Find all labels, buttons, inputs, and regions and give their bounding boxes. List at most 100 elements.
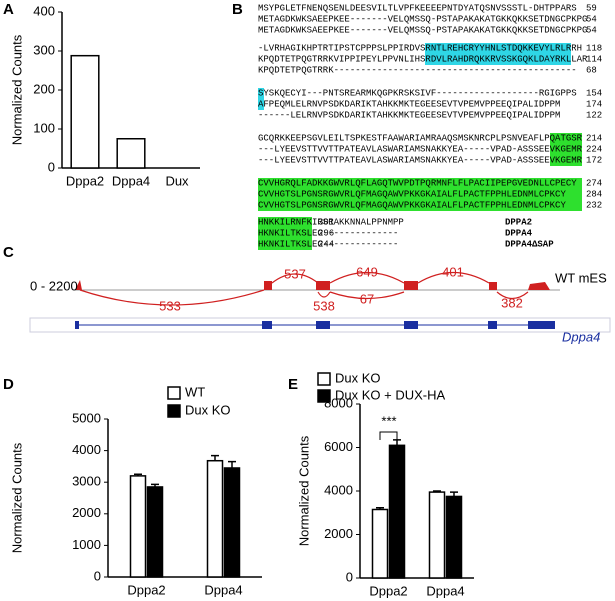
protein-name: DPPA4ΔSAP (505, 239, 554, 249)
y-tick-label: 8000 (324, 395, 353, 410)
error-bar (211, 454, 219, 461)
highlight (258, 88, 264, 110)
panel-label: A (3, 1, 14, 18)
bar (445, 495, 463, 579)
legend-swatch (167, 386, 181, 400)
sashimi (29, 271, 611, 333)
panel-label: B (232, 1, 243, 18)
bar (146, 486, 164, 578)
range-label: 0 - 2200 (30, 278, 78, 293)
sequence: ------LELRNVPSDKDARIKTAHKKMKTEGEESEVTVPE… (258, 110, 560, 120)
panel-label: E (288, 376, 298, 393)
residue-count: 232 (586, 200, 602, 210)
highlight (258, 178, 582, 211)
protein-name: DPPA4 (505, 228, 533, 238)
sample-label: WT mES (555, 270, 607, 285)
y-tick-label: 1000 (72, 537, 101, 552)
x-tick-label: Dppa2 (127, 582, 165, 597)
residue-count: 114 (586, 54, 602, 64)
bar (116, 138, 146, 169)
y-tick-label: 200 (33, 81, 55, 96)
x-tick-label: Dppa2 (66, 173, 104, 188)
junction-count: 537 (284, 266, 306, 281)
sequence: ---LYEEVSTTVVTTPATEAVLASWARIAMSNAKKYEA--… (258, 144, 583, 154)
x-tick-label: Dux (165, 173, 189, 188)
gene-label: Dppa4 (562, 329, 600, 344)
legend-label: Dux KO + DUX-HA (335, 387, 445, 402)
legend-label: Dux KO (335, 370, 381, 385)
arcs (79, 271, 529, 306)
sequence: HNKKILRNFKIRSRAKKNNALPPNMPP (258, 217, 404, 227)
error-bar (151, 483, 159, 487)
y-tick-label: 4000 (324, 482, 353, 497)
residue-count: 54 (586, 25, 597, 35)
junction-count: 649 (356, 264, 378, 279)
y-tick-label: 3000 (72, 474, 101, 489)
bar (70, 54, 100, 169)
residue-count: 54 (586, 14, 597, 24)
sequence: HKNKILTKSLEG-------------- (258, 228, 398, 238)
residue-count: 122 (586, 110, 602, 120)
residue-count: 284 (586, 189, 602, 199)
bar (371, 508, 389, 579)
junction-count: 382 (501, 295, 523, 310)
sequence: KPQDTETPQGTRRK--------------------------… (258, 65, 577, 75)
y-tick-label: 6000 (324, 439, 353, 454)
legend-swatch (317, 389, 331, 403)
sequence: CVVHGTSLPGNSRGWVRLQFMAGQAWVPKKGKAIALFLPA… (258, 189, 566, 199)
sequence: METAGDKWKSAEEPKEE-------VELQMSSQ-PSTAPAK… (258, 14, 587, 24)
panel-label: D (3, 376, 14, 393)
junction-count: 67 (360, 291, 374, 306)
bar (206, 459, 224, 578)
y-tick-label: 100 (33, 120, 55, 135)
bar (388, 444, 406, 579)
x-tick-label: Dppa4 (112, 173, 150, 188)
y-tick-label: 400 (33, 3, 55, 18)
sequence: SYSKQECYI---PNTSREARMKQGPKRSKSIVF-------… (258, 88, 577, 98)
error-bar (376, 506, 384, 510)
sequence: CVVHGRQLFADKKGWVRLQFLAGQTWVPDTPQRMNFLFLP… (258, 178, 577, 188)
sequence: -LVRHAGIKHPTRTIPSTCPPPSLPPIRDVSRNTLREHCR… (258, 43, 582, 53)
error-bar (134, 473, 142, 476)
junction-count: 538 (313, 298, 335, 313)
y-axis-label: Normalized Counts (9, 34, 24, 145)
residue-count: 174 (586, 99, 602, 109)
bar (428, 491, 446, 579)
y-axis-label: Normalized Counts (296, 435, 311, 546)
y-tick-label: 2000 (72, 505, 101, 520)
bar (129, 475, 147, 578)
sequence: ---LYEEVSTTVVTTPATEAVLASWARIAMSNAKKYEA--… (258, 155, 583, 165)
residue-count: 154 (586, 88, 602, 98)
coverage (75, 280, 550, 290)
sequence: KPQDTETPQGTRRKVIPPIPEYLPPVNLIHSRDVLRAHDR… (258, 54, 588, 64)
legend-label: WT (185, 384, 205, 399)
panel-label: C (3, 244, 14, 261)
residue-count: 274 (586, 178, 602, 188)
x-tick-label: Dppa4 (204, 582, 242, 597)
residue-count: 296 (318, 228, 334, 238)
sequence: MSYPGLETFNENQSENLDEESVILTLVPFKEEEEPNTDYA… (258, 3, 577, 13)
highlight (258, 217, 312, 250)
sequence: GCQRKKEEPSGVLEILTSPKESTFAAWARIAMRAAQSMSK… (258, 133, 583, 143)
residue-count: 68 (586, 65, 597, 75)
y-tick-label: 0 (48, 159, 55, 174)
legend-swatch (317, 372, 331, 386)
track-box (29, 317, 611, 333)
sequence: AFPEQMLELRNVPSDKDARIKTAHKKMKTEGEESEVTVPE… (258, 99, 560, 109)
y-tick-label: 5000 (72, 410, 101, 425)
y-tick-label: 300 (33, 42, 55, 57)
x-tick-label: Dppa4 (426, 583, 464, 598)
annotation: *** (381, 413, 396, 428)
y-tick-label: 0 (346, 569, 353, 584)
bar (223, 467, 241, 578)
legend-swatch (167, 404, 181, 418)
error-bar (450, 491, 458, 497)
y-tick-label: 2000 (324, 526, 353, 541)
y-tick-label: 0 (94, 568, 101, 583)
sig-bracket (379, 431, 398, 440)
error-bar (433, 490, 441, 493)
sequence: METAGDKWKSAEEPKEE-------VELQMSSQ-PSTAPAK… (258, 25, 587, 35)
residue-count: 118 (586, 43, 602, 53)
highlight (425, 43, 571, 65)
